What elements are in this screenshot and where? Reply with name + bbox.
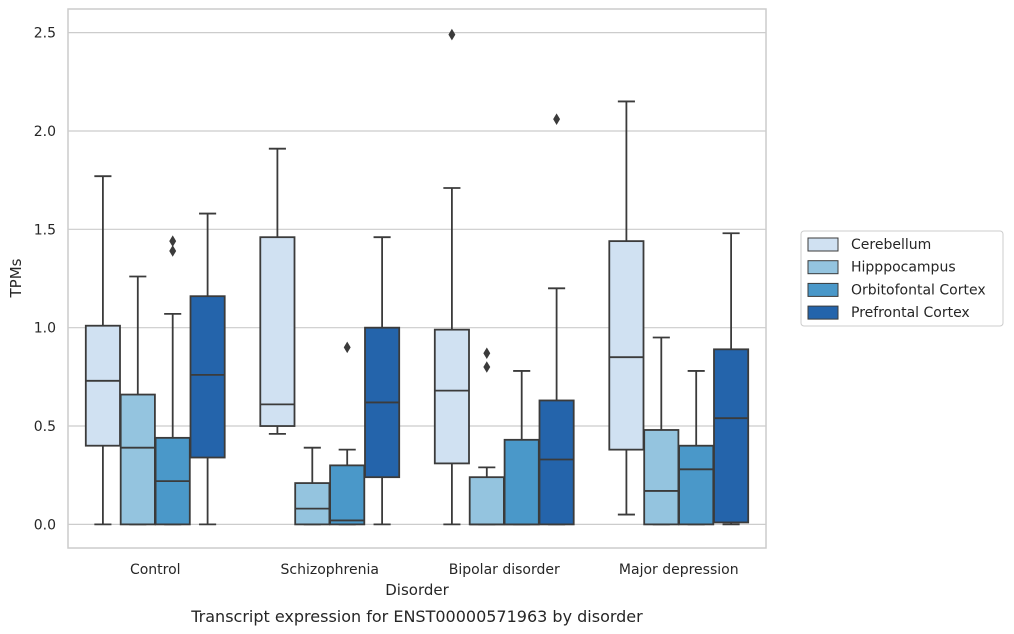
- legend-label: Cerebellum: [851, 237, 931, 253]
- box-group: [503, 370, 540, 526]
- y-tick-label: 2.0: [34, 124, 56, 140]
- y-tick-label: 2.5: [34, 26, 56, 42]
- box: [433, 328, 470, 465]
- box-group: [608, 100, 645, 516]
- boxes-layer: [84, 28, 750, 526]
- y-tick-label: 1.0: [34, 321, 56, 337]
- y-tick-labels: 0.0 0.5 1.0 1.5 2.0 2.5: [34, 26, 56, 534]
- box-group: [259, 147, 296, 435]
- chart-caption: Transcript expression for ENST0000057196…: [190, 607, 643, 626]
- box: [678, 444, 715, 526]
- legend-label: Orbitofontal Cortex: [851, 282, 986, 298]
- box: [643, 429, 680, 526]
- box: [713, 348, 750, 524]
- outlier-point: [169, 245, 177, 257]
- outlier-point: [483, 361, 491, 373]
- y-tick-label: 0.5: [34, 419, 56, 435]
- legend-label: Hipppocampus: [851, 260, 956, 276]
- x-axis-label: Disorder: [385, 581, 449, 599]
- box-group: [433, 28, 470, 526]
- box: [538, 399, 575, 526]
- box: [329, 464, 366, 526]
- box-group: [364, 236, 401, 526]
- box-group: [329, 341, 366, 526]
- box-group: [713, 232, 750, 526]
- box-group: [294, 446, 331, 526]
- legend-swatch: [807, 260, 839, 275]
- x-tick-label: Bipolar disorder: [449, 562, 560, 578]
- x-tick-label: Major depression: [619, 562, 739, 578]
- x-tick-label: Control: [130, 562, 181, 578]
- x-tick-label: Schizophrenia: [281, 562, 379, 578]
- legend-frame: [800, 230, 1004, 327]
- y-tick-label: 1.5: [34, 222, 56, 238]
- box: [503, 438, 540, 526]
- y-axis-label: TPMs: [7, 258, 25, 298]
- box: [259, 236, 296, 427]
- legend-swatch: [807, 305, 839, 320]
- outlier-point: [169, 235, 177, 247]
- outlier-point: [553, 113, 561, 125]
- outlier-point: [483, 347, 491, 360]
- outlier-point: [448, 28, 456, 41]
- box-group: [538, 113, 575, 526]
- box-group: [84, 175, 121, 526]
- box: [468, 476, 505, 526]
- box: [608, 240, 645, 451]
- box-group: [154, 235, 191, 526]
- box-group: [468, 347, 505, 526]
- box-group: [119, 275, 156, 526]
- box: [189, 295, 226, 459]
- y-tick-label: 0.0: [34, 517, 56, 533]
- legend: Cerebellum Hipppocampus Orbitofontal Corte…: [800, 230, 1004, 327]
- legend-items: Cerebellum Hipppocampus Orbitofontal Corte…: [807, 237, 986, 321]
- box-group: [678, 370, 715, 526]
- outlier-point: [343, 341, 351, 354]
- box-group: [643, 336, 680, 526]
- legend-swatch: [807, 282, 839, 297]
- plot-frame: [67, 8, 767, 549]
- legend-swatch: [807, 237, 839, 252]
- box: [294, 482, 331, 526]
- box: [119, 393, 156, 526]
- box-group: [189, 212, 226, 526]
- legend-label: Prefrontal Cortex: [851, 305, 970, 321]
- box: [84, 324, 121, 447]
- x-tick-labels: Control Schizophrenia Bipolar disorder Majo…: [130, 562, 739, 578]
